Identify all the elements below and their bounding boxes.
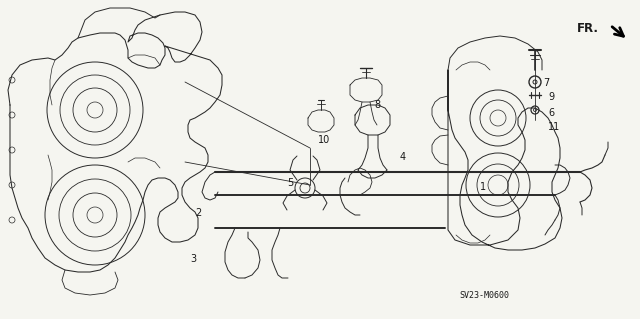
Text: 2: 2 — [195, 208, 201, 218]
Text: 5: 5 — [287, 178, 293, 188]
Text: 10: 10 — [318, 135, 330, 145]
Text: 3: 3 — [190, 254, 196, 264]
Text: FR.: FR. — [577, 22, 599, 35]
Text: 4: 4 — [400, 152, 406, 162]
Text: 7: 7 — [543, 78, 549, 88]
Text: 11: 11 — [548, 122, 560, 132]
Text: 6: 6 — [548, 108, 554, 118]
Text: 9: 9 — [548, 92, 554, 102]
Text: 8: 8 — [374, 100, 380, 110]
Text: SV23-M0600: SV23-M0600 — [459, 291, 509, 300]
Text: 1: 1 — [480, 182, 486, 192]
